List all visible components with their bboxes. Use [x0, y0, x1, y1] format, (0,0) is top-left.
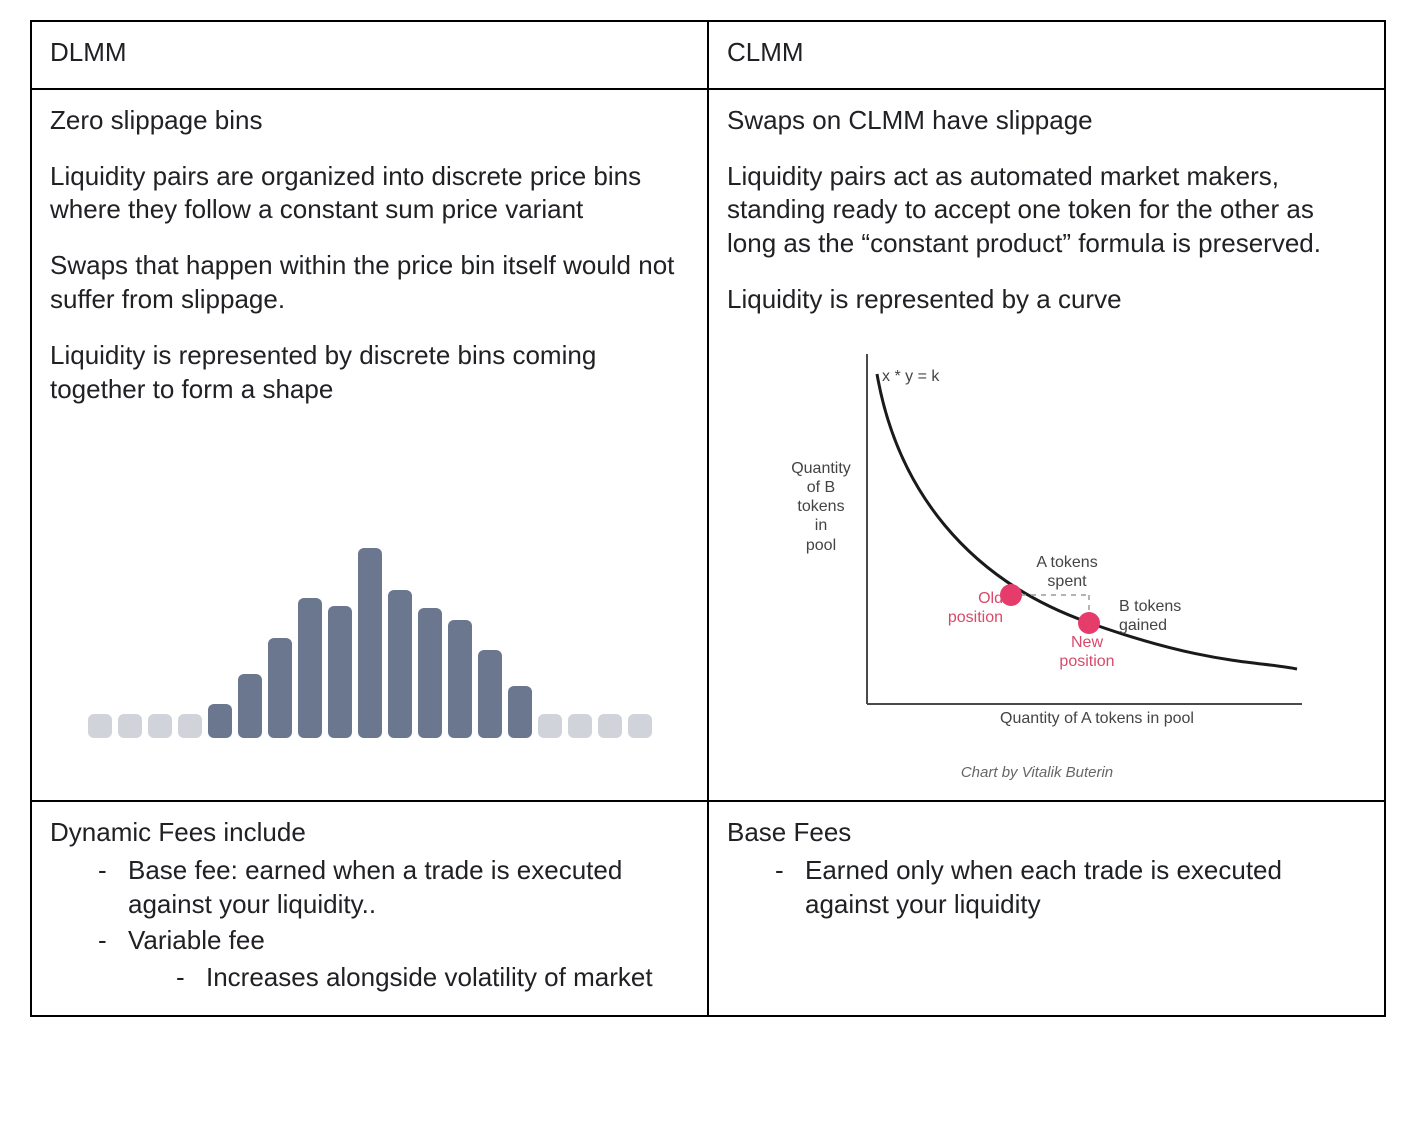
curve-new-label: Newposition: [1055, 633, 1119, 671]
curve-caption: Chart by Vitalik Buterin: [757, 763, 1317, 783]
bin-bar: [88, 714, 112, 738]
bin-bar: [418, 608, 442, 738]
bin-bar: [538, 714, 562, 738]
curve-xlabel: Quantity of A tokens in pool: [967, 709, 1227, 728]
bin-bar: [238, 674, 262, 738]
bin-bar: [478, 650, 502, 738]
clmm-p2: Liquidity pairs act as automated market …: [727, 160, 1366, 261]
curve-old-label: Oldposition: [943, 589, 1003, 627]
fees-row: Dynamic Fees include Base fee: earned wh…: [31, 801, 1385, 1016]
clmm-cell: Swaps on CLMM have slippage Liquidity pa…: [708, 89, 1385, 801]
clmm-fees-cell: Base Fees Earned only when each trade is…: [708, 801, 1385, 1016]
header-row: DLMM CLMM: [31, 21, 1385, 89]
header-dlmm: DLMM: [31, 21, 708, 89]
bin-bar: [298, 598, 322, 738]
clmm-p1: Swaps on CLMM have slippage: [727, 104, 1366, 138]
curve-ylabel: Quantityof Btokensinpool: [785, 459, 857, 555]
bins-chart: [50, 428, 689, 748]
bin-bar: [208, 704, 232, 738]
bin-bar: [508, 686, 532, 738]
dlmm-p2: Liquidity pairs are organized into discr…: [50, 160, 689, 228]
dlmm-p1: Zero slippage bins: [50, 104, 689, 138]
curve-spent-label: A tokensspent: [1027, 553, 1107, 591]
clmm-fee-item: Earned only when each trade is executed …: [775, 854, 1366, 922]
bin-bar: [118, 714, 142, 738]
curve-chart: Quantityof Btokensinpool x * y = k Oldpo…: [757, 339, 1317, 759]
curve-gained-label: B tokensgained: [1119, 597, 1199, 635]
bin-bar: [148, 714, 172, 738]
dlmm-cell: Zero slippage bins Liquidity pairs are o…: [31, 89, 708, 801]
bin-bar: [568, 714, 592, 738]
comparison-table: DLMM CLMM Zero slippage bins Liquidity p…: [30, 20, 1386, 1017]
bin-bar: [598, 714, 622, 738]
dlmm-fees-list: Base fee: earned when a trade is execute…: [50, 854, 689, 995]
dlmm-p4: Liquidity is represented by discrete bin…: [50, 339, 689, 407]
dlmm-fee-variable: Variable fee Increases alongside volatil…: [98, 924, 689, 996]
bin-bar: [178, 714, 202, 738]
clmm-p3: Liquidity is represented by a curve: [727, 283, 1366, 317]
bin-bar: [268, 638, 292, 738]
dlmm-fees-title: Dynamic Fees include: [50, 816, 689, 850]
dlmm-fee-variable-label: Variable fee: [128, 925, 265, 955]
body-row: Zero slippage bins Liquidity pairs are o…: [31, 89, 1385, 801]
dlmm-p3: Swaps that happen within the price bin i…: [50, 249, 689, 317]
clmm-fees-list: Earned only when each trade is executed …: [727, 854, 1366, 922]
bin-bar: [358, 548, 382, 738]
header-clmm: CLMM: [708, 21, 1385, 89]
bin-bar: [448, 620, 472, 738]
bin-bar: [328, 606, 352, 738]
bin-bar: [628, 714, 652, 738]
dlmm-fee-base: Base fee: earned when a trade is execute…: [98, 854, 689, 922]
bin-bar: [388, 590, 412, 738]
dlmm-fees-cell: Dynamic Fees include Base fee: earned wh…: [31, 801, 708, 1016]
clmm-fees-title: Base Fees: [727, 816, 1366, 850]
curve-formula: x * y = k: [882, 367, 939, 386]
dlmm-fee-variable-sub: Increases alongside volatility of market: [176, 961, 689, 995]
